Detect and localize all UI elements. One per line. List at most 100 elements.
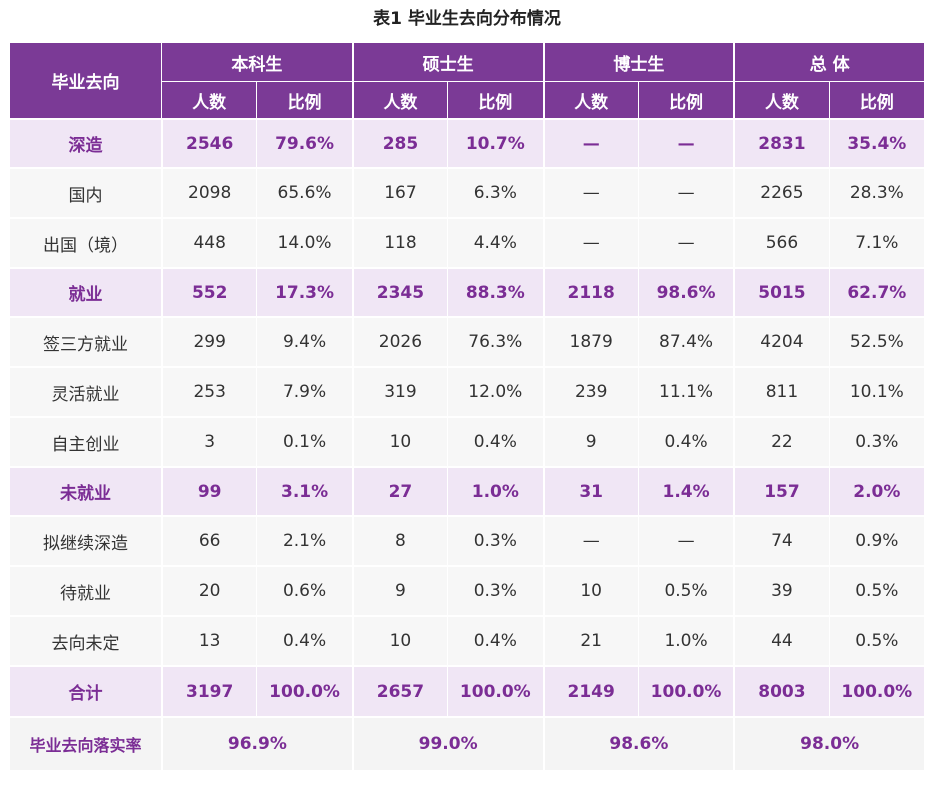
count-cell: 3 xyxy=(161,416,257,466)
ratio-cell: — xyxy=(637,167,734,217)
count-cell: 10 xyxy=(351,416,448,466)
count-cell: — xyxy=(542,217,638,267)
ratio-cell: — xyxy=(637,515,734,565)
ratio-cell: 98.6% xyxy=(637,267,734,316)
table-row: 国内 2098 65.6% 167 6.3% — —2265 28.3% xyxy=(10,167,925,217)
ratio-cell: 0.5% xyxy=(637,565,734,615)
ratio-cell: 12.0% xyxy=(447,366,543,416)
ratio-cell: 4.4% xyxy=(447,217,543,267)
category-row: 就业 552 17.3% 2345 88.3% 2118 98.6% 5015 62.7% xyxy=(10,267,925,316)
row-label: 灵活就业 xyxy=(10,366,161,416)
count-cell: 4204 xyxy=(733,316,829,366)
ratio-cell: 6.3% xyxy=(447,167,543,217)
count-cell: 99 xyxy=(161,466,257,515)
count-cell: 10 xyxy=(542,565,638,615)
ratio-cell: 1.4% xyxy=(637,466,734,515)
graduate-destination-table: 毕业去向 本科生 硕士生 博士生 总 体 人数 比例 人数 比例 人数 比例 人… xyxy=(10,43,925,770)
row-label: 自主创业 xyxy=(10,416,161,466)
count-cell: 3197 xyxy=(161,665,257,716)
ratio-cell: 0.3% xyxy=(828,416,925,466)
ratio-cell: 0.4% xyxy=(447,416,543,466)
ratio-cell: 1.0% xyxy=(637,615,734,665)
sub-header-ratio: 比例 xyxy=(256,82,352,118)
ratio-cell: 17.3% xyxy=(256,267,352,316)
ratio-cell: 62.7% xyxy=(828,267,925,316)
ratio-cell: 0.6% xyxy=(256,565,352,615)
count-cell: — xyxy=(542,118,638,167)
table-body: 深造 2546 79.6% 285 10.7% — —2831 35.4% 国内 2098 65.6… xyxy=(10,118,925,770)
ratio-cell: 100.0% xyxy=(447,665,543,716)
ratio-cell: 87.4% xyxy=(637,316,734,366)
count-cell: 1879 xyxy=(542,316,638,366)
count-cell: 552 xyxy=(161,267,257,316)
group-header-overall: 总 体 xyxy=(733,43,925,82)
row-label: 国内 xyxy=(10,167,161,217)
sub-header-ratio: 比例 xyxy=(828,82,925,118)
ratio-cell: 2.0% xyxy=(828,466,925,515)
ratio-cell: 7.9% xyxy=(256,366,352,416)
count-cell: 2265 xyxy=(733,167,829,217)
count-cell: 2118 xyxy=(542,267,638,316)
count-cell: 21 xyxy=(542,615,638,665)
placement-rate-cell: 99.0% xyxy=(351,716,543,770)
count-cell: 22 xyxy=(733,416,829,466)
ratio-cell: 0.4% xyxy=(447,615,543,665)
ratio-cell: 88.3% xyxy=(447,267,543,316)
ratio-cell: 100.0% xyxy=(828,665,925,716)
ratio-cell: 79.6% xyxy=(256,118,352,167)
placement-rate-cell: 98.6% xyxy=(542,716,734,770)
row-label: 未就业 xyxy=(10,466,161,515)
count-cell: 299 xyxy=(161,316,257,366)
ratio-cell: 0.1% xyxy=(256,416,352,466)
ratio-cell: 0.9% xyxy=(828,515,925,565)
ratio-cell: 100.0% xyxy=(256,665,352,716)
count-cell: 9 xyxy=(542,416,638,466)
count-cell: 239 xyxy=(542,366,638,416)
count-cell: 2657 xyxy=(351,665,448,716)
count-cell: 2149 xyxy=(542,665,638,716)
count-cell: — xyxy=(542,515,638,565)
total-row: 合计 3197 100.0% 2657 100.0% 2149 100.0% 8003 100.… xyxy=(10,665,925,716)
ratio-cell: 1.0% xyxy=(447,466,543,515)
count-cell: 66 xyxy=(161,515,257,565)
placement-rate-cell: 98.0% xyxy=(733,716,925,770)
count-cell: 2026 xyxy=(351,316,448,366)
sub-header-count: 人数 xyxy=(542,82,638,118)
category-row: 深造 2546 79.6% 285 10.7% — —2831 35.4% xyxy=(10,118,925,167)
count-cell: 2546 xyxy=(161,118,257,167)
count-cell: 2098 xyxy=(161,167,257,217)
row-label: 拟继续深造 xyxy=(10,515,161,565)
count-cell: 8003 xyxy=(733,665,829,716)
table-row: 拟继续深造 66 2.1% 8 0.3% — —74 0.9% xyxy=(10,515,925,565)
table-row: 签三方就业 299 9.4% 2026 76.3% 1879 87.4% 4204 52.5% xyxy=(10,316,925,366)
table-title: 表1 毕业生去向分布情况 xyxy=(373,9,561,29)
ratio-cell: 2.1% xyxy=(256,515,352,565)
ratio-cell: — xyxy=(637,118,734,167)
ratio-cell: 7.1% xyxy=(828,217,925,267)
sub-header-count: 人数 xyxy=(351,82,448,118)
count-cell: 2345 xyxy=(351,267,448,316)
ratio-cell: 9.4% xyxy=(256,316,352,366)
sub-header-ratio: 比例 xyxy=(447,82,543,118)
ratio-cell: 10.1% xyxy=(828,366,925,416)
row-label: 去向未定 xyxy=(10,615,161,665)
sub-header-count: 人数 xyxy=(161,82,257,118)
count-cell: 811 xyxy=(733,366,829,416)
count-cell: 285 xyxy=(351,118,448,167)
sub-header-count: 人数 xyxy=(733,82,829,118)
ratio-cell: 0.3% xyxy=(447,565,543,615)
ratio-cell: 35.4% xyxy=(828,118,925,167)
count-cell: 8 xyxy=(351,515,448,565)
group-header-undergraduate: 本科生 xyxy=(161,43,352,82)
count-cell: 74 xyxy=(733,515,829,565)
ratio-cell: 0.3% xyxy=(447,515,543,565)
ratio-cell: 100.0% xyxy=(637,665,734,716)
row-label: 就业 xyxy=(10,267,161,316)
table-row: 待就业 20 0.6% 9 0.3% 10 0.5% 39 0.5% xyxy=(10,565,925,615)
category-row: 未就业 99 3.1% 27 1.0% 31 1.4% 157 2.0% xyxy=(10,466,925,515)
count-cell: 167 xyxy=(351,167,448,217)
count-cell: 39 xyxy=(733,565,829,615)
ratio-cell: 0.5% xyxy=(828,615,925,665)
count-cell: 31 xyxy=(542,466,638,515)
ratio-cell: 52.5% xyxy=(828,316,925,366)
